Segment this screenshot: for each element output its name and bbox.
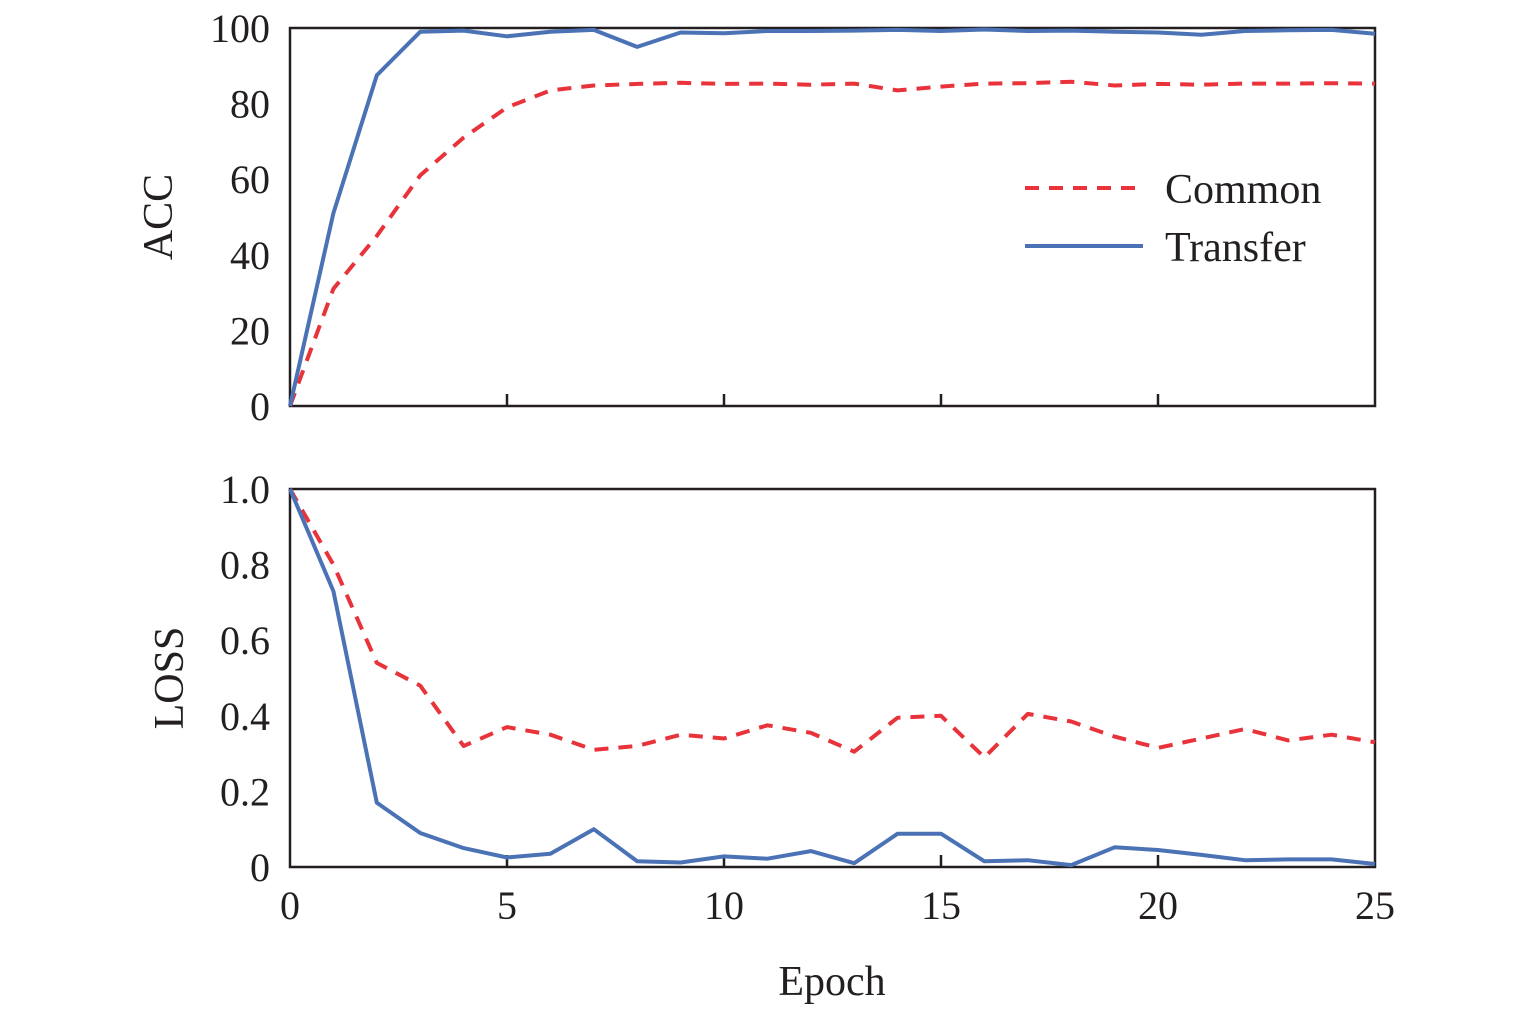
loss-x-tick-label: 25 [1355, 883, 1395, 928]
acc-series [288, 27, 1376, 407]
acc-series-transfer-line [288, 27, 1376, 407]
legend-common-label: Common [1165, 167, 1321, 213]
loss-y-tick-label: 0.4 [220, 694, 270, 739]
acc-y-tick-label: 100 [210, 6, 270, 51]
loss-ticks: 0 5 10 15 20 25 0 0.2 0.4 0.6 0.8 1.0 [220, 467, 1395, 928]
acc-ticks: 0 20 40 60 80 100 [210, 6, 1160, 429]
x-axis-label: Epoch [778, 959, 885, 1005]
loss-y-tick-label: 1.0 [220, 467, 270, 512]
loss-series [288, 488, 1376, 868]
acc-plot-frame [288, 26, 1377, 408]
loss-x-tick-label: 5 [497, 883, 517, 928]
acc-y-tick-label: 80 [230, 82, 270, 127]
loss-x-tick-label: 15 [921, 883, 961, 928]
acc-y-tick-label: 40 [230, 233, 270, 278]
acc-panel: ACC 0 20 40 60 80 100 Common Transfer [136, 6, 1377, 429]
loss-y-tick-label: 0.8 [220, 543, 270, 588]
acc-y-tick-label: 20 [230, 308, 270, 353]
legend: Common Transfer [1025, 167, 1321, 271]
loss-series-transfer-line [288, 488, 1376, 868]
loss-y-tick-label: 0.2 [220, 769, 270, 814]
loss-y-tick-label: 0 [250, 845, 270, 890]
loss-x-tick-label: 20 [1138, 883, 1178, 928]
acc-y-tick-label: 0 [250, 384, 270, 429]
loss-panel: LOSS Epoch 0 5 10 15 20 25 0 0.2 0.4 0.6 0.8 1.0 [147, 467, 1395, 1005]
acc-series-common-line [288, 79, 1376, 407]
loss-plot-frame [288, 487, 1377, 869]
loss-x-tick-label: 10 [704, 883, 744, 928]
legend-transfer-label: Transfer [1165, 225, 1306, 271]
loss-series-common-line [288, 488, 1376, 760]
loss-y-axis-label: LOSS [147, 627, 193, 730]
acc-y-tick-label: 60 [230, 157, 270, 202]
loss-y-tick-label: 0.6 [220, 618, 270, 663]
acc-y-axis-label: ACC [136, 174, 182, 260]
loss-x-tick-label: 0 [280, 883, 300, 928]
